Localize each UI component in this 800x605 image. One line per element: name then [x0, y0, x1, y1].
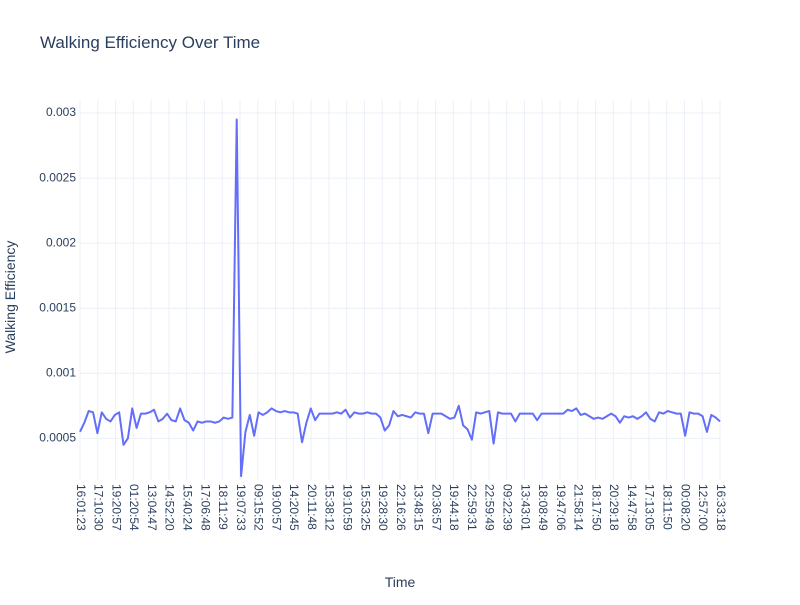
x-tick-label: 20:29:18: [607, 484, 621, 531]
x-tick-label: 20:11:48: [305, 484, 319, 530]
x-tick-label: 16:33:18: [714, 484, 728, 531]
x-tick-label: 15:53:25: [358, 484, 372, 531]
x-tick-label: 22:59:49: [483, 484, 497, 531]
series-line: [79, 118, 721, 478]
x-tick-label: 12:57:00: [696, 484, 710, 531]
x-tick-label: 13:04:47: [145, 484, 159, 531]
x-tick-label: 22:16:26: [394, 484, 408, 531]
x-tick-label: 17:06:48: [198, 484, 212, 531]
x-tick-label: 17:10:30: [92, 484, 106, 531]
x-axis-title: Time: [385, 574, 416, 590]
x-tick-label: 19:00:57: [269, 484, 283, 531]
x-tick-label: 15:38:12: [323, 484, 337, 531]
grid-lines: [79, 100, 721, 480]
x-tick-label: 21:58:14: [572, 484, 586, 531]
chart-title: Walking Efficiency Over Time: [40, 33, 261, 52]
x-tick-label: 14:52:20: [163, 484, 177, 531]
y-axis-title: Walking Efficiency: [2, 241, 18, 354]
x-tick-label: 22:59:31: [465, 484, 479, 531]
x-tick-label: 19:44:18: [447, 484, 461, 531]
x-tick-label: 19:10:59: [340, 484, 354, 531]
x-tick-label: 18:17:50: [589, 484, 603, 531]
x-tick-label: 19:20:57: [109, 484, 123, 531]
y-tick-label: 0.0025: [39, 170, 76, 184]
x-tick-label: 19:07:33: [234, 484, 248, 531]
x-tick-label: 09:22:39: [500, 484, 514, 531]
x-tick-label: 18:11:29: [216, 484, 230, 530]
x-axis: 16:01:23 17:10:30 19:20:57 01:20:54 13:04:47…: [74, 484, 728, 531]
x-tick-label: 13:43:01: [518, 484, 532, 531]
x-tick-label: 20:36:57: [429, 484, 443, 531]
y-axis: 0.0005 0.001 0.0015 0.002 0.0025 0.003: [39, 105, 76, 444]
y-tick-label: 0.001: [46, 365, 76, 379]
y-tick-label: 0.002: [46, 235, 76, 249]
x-tick-label: 15:40:24: [180, 484, 194, 531]
y-tick-label: 0.003: [46, 105, 76, 119]
x-tick-label: 19:28:30: [376, 484, 390, 531]
x-tick-label: 14:47:58: [625, 484, 639, 531]
x-tick-label: 14:20:45: [287, 484, 301, 531]
x-tick-label: 16:01:23: [74, 484, 88, 531]
y-tick-label: 0.0015: [39, 300, 76, 314]
x-tick-label: 13:48:15: [412, 484, 426, 531]
x-tick-label: 01:20:54: [127, 484, 141, 531]
x-tick-label: 18:11:50: [660, 484, 674, 530]
x-tick-label: 18:08:49: [536, 484, 550, 531]
x-tick-label: 17:13:05: [643, 484, 657, 531]
series-layer: [79, 118, 721, 478]
y-tick-label: 0.0005: [39, 431, 76, 445]
x-tick-label: 09:15:52: [252, 484, 266, 531]
x-tick-label: 19:47:06: [554, 484, 568, 531]
x-tick-label: 00:08:20: [678, 484, 692, 531]
